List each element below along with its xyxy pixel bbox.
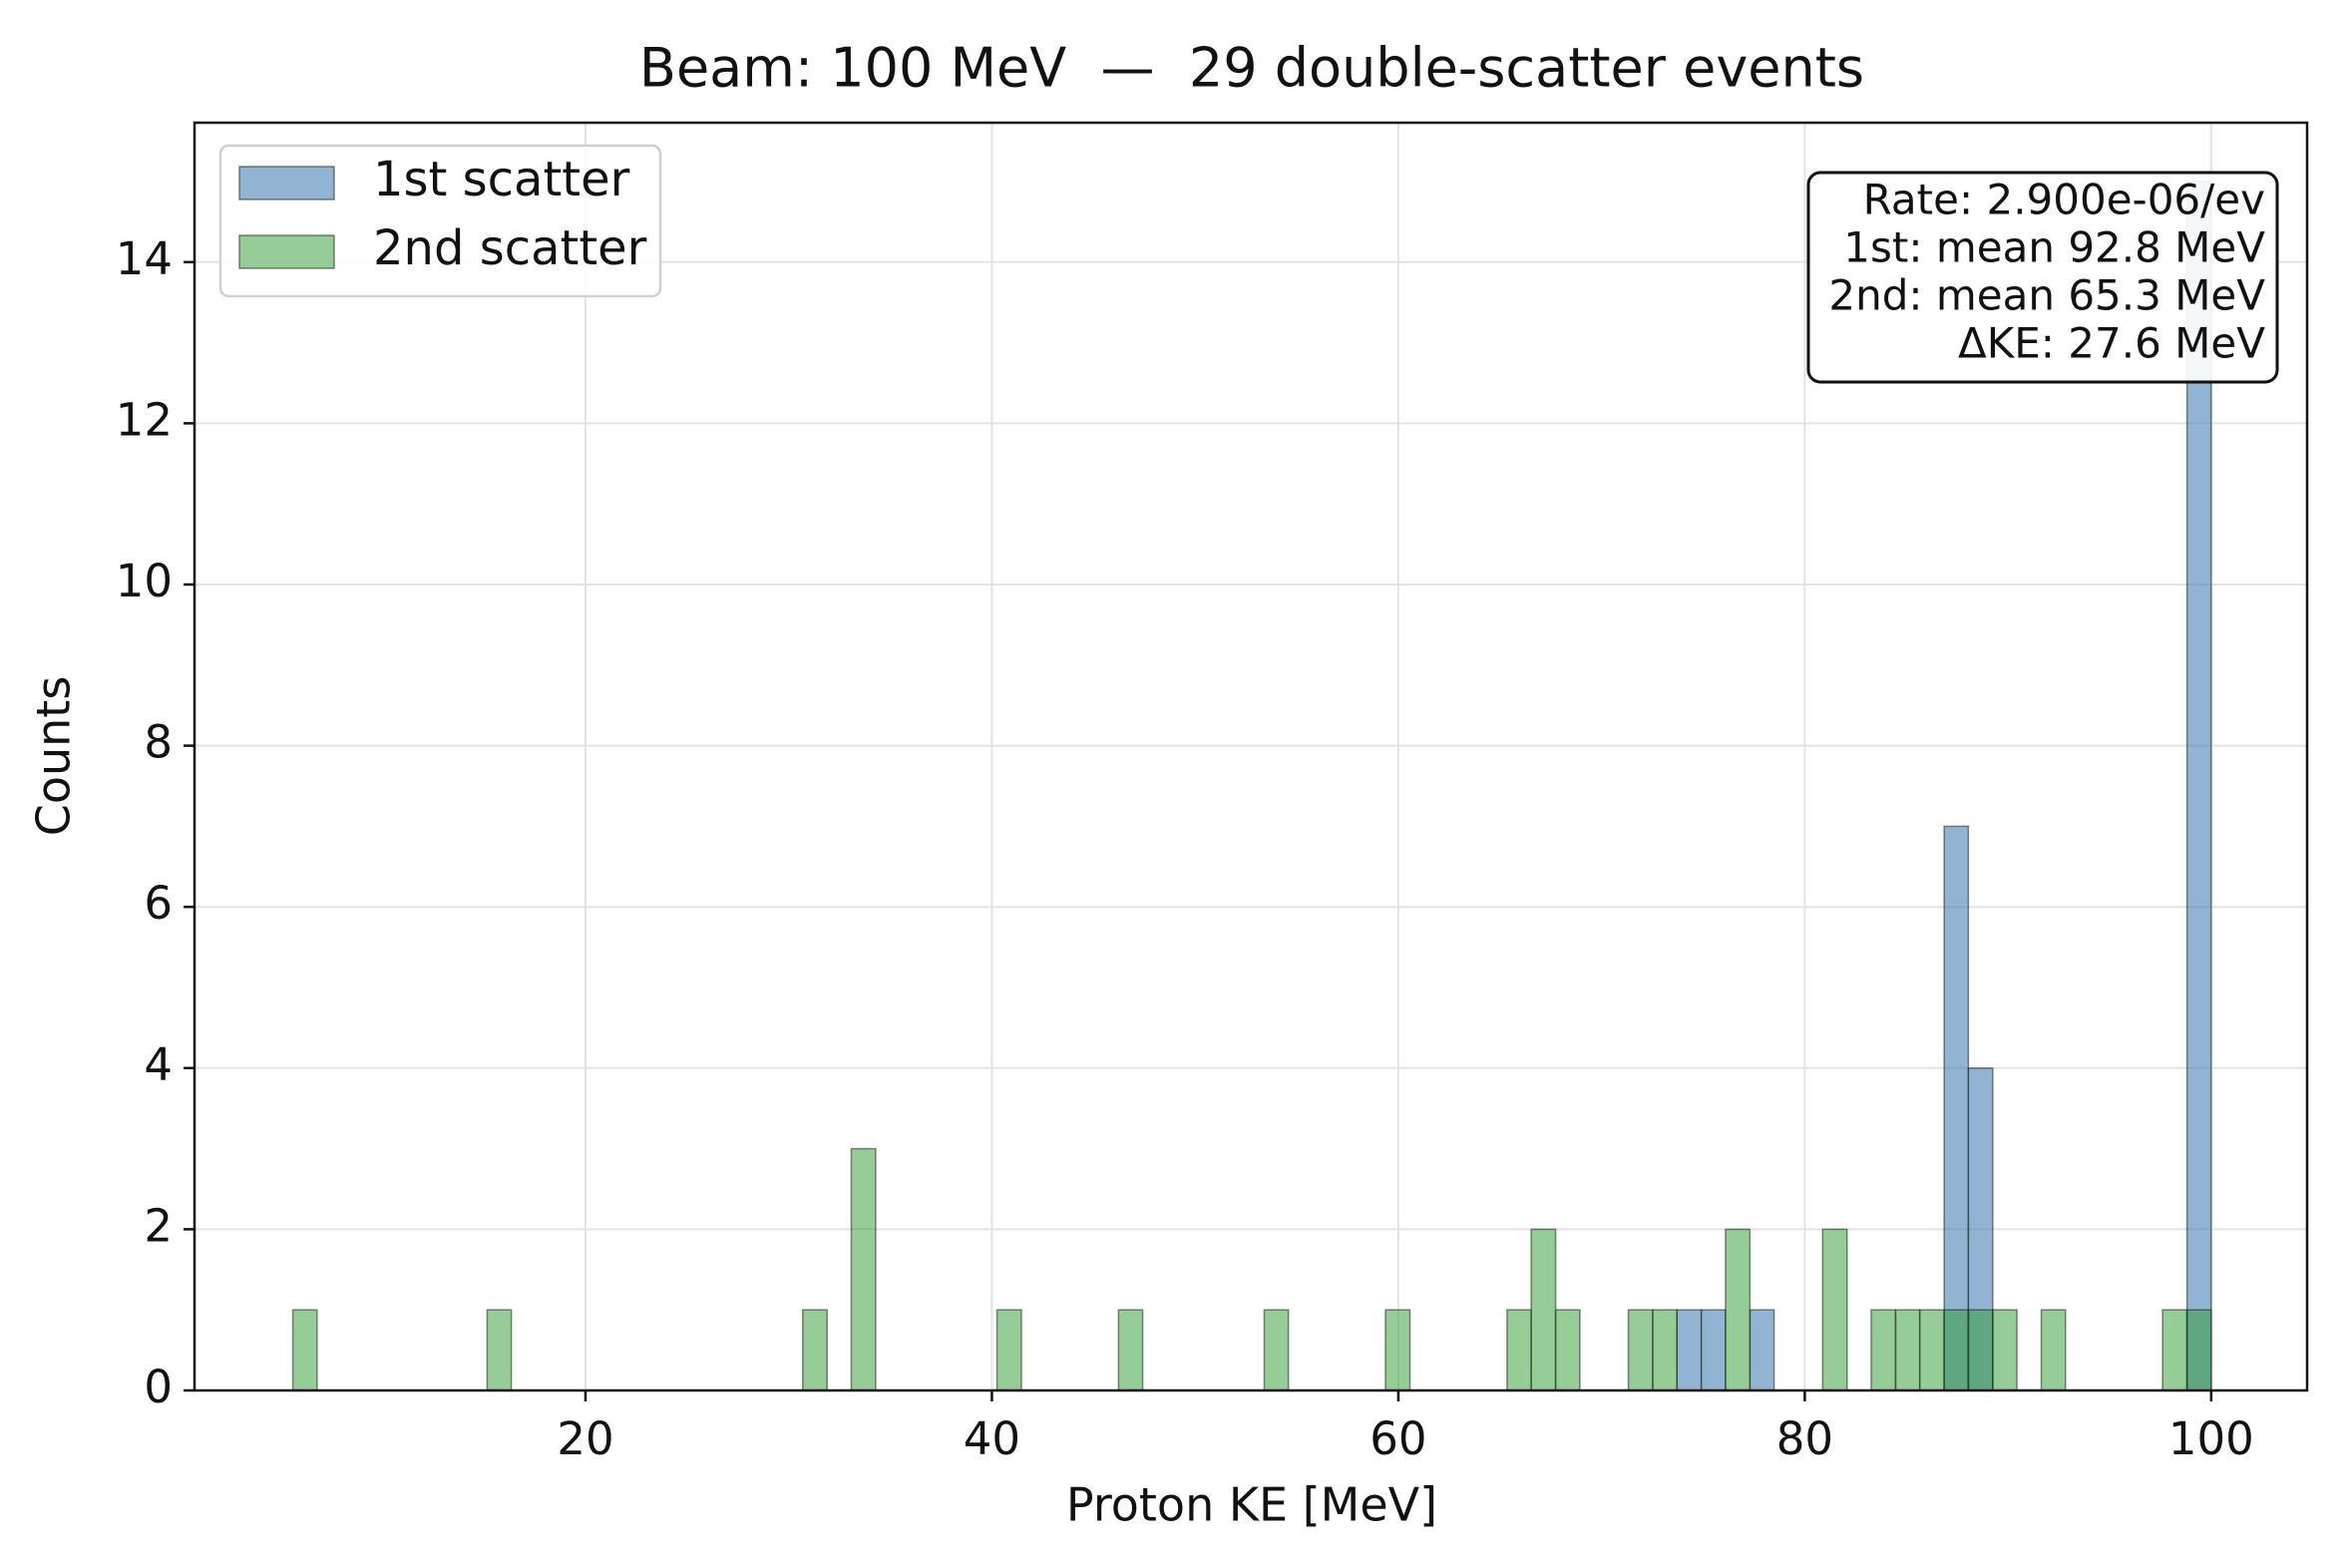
histogram-bar	[1943, 825, 1970, 1391]
annotation-text: ΔKE: 27.6 MeV	[1958, 319, 2265, 368]
annotation-text: 1st: mean 92.8 MeV	[1843, 223, 2265, 272]
histogram-bar	[2185, 1309, 2212, 1391]
chart-title: Beam: 100 MeV — 29 double-scatter events	[639, 37, 1864, 100]
histogram-bar	[1918, 1309, 1945, 1391]
y-tick-label: 2	[144, 1199, 173, 1252]
x-tick-label: 40	[964, 1412, 1020, 1465]
y-tick-label: 10	[116, 555, 173, 607]
x-axis-label: Proton KE [MeV]	[1066, 1478, 1437, 1532]
histogram-bar	[1554, 1309, 1581, 1391]
histogram-bar	[1700, 1309, 1727, 1391]
x-tick-label: 80	[1776, 1412, 1833, 1465]
histogram-bar	[1821, 1228, 1848, 1391]
y-tick-label: 14	[116, 232, 173, 285]
annotation-text: 2nd: mean 65.3 MeV	[1828, 271, 2265, 320]
histogram-bar	[1749, 1309, 1775, 1391]
axes-frame	[193, 121, 2309, 1392]
histogram-bar	[802, 1309, 828, 1391]
histogram-bar	[1676, 1309, 1703, 1391]
annotation-text: Rate: 2.900e-06/ev	[1863, 176, 2265, 224]
histogram-bar	[1263, 1309, 1290, 1391]
histogram-bar	[1384, 1309, 1411, 1391]
histogram-bar	[1943, 1309, 1970, 1391]
legend-label: 1st scatter	[373, 152, 630, 207]
x-tick-label: 60	[1370, 1412, 1426, 1465]
y-tick-label: 0	[144, 1361, 173, 1413]
y-axis-label: Counts	[27, 676, 81, 837]
histogram-bar	[1530, 1228, 1557, 1391]
histogram-bar	[1894, 1309, 1921, 1391]
legend-swatch	[238, 234, 335, 269]
histogram-bar	[486, 1309, 513, 1391]
y-tick-label: 4	[144, 1038, 173, 1091]
y-tick-label: 12	[116, 393, 173, 446]
histogram-bar	[1725, 1228, 1752, 1391]
histogram-bar	[1870, 1309, 1897, 1391]
y-tick-label: 8	[144, 716, 173, 769]
legend-swatch	[238, 166, 335, 200]
histogram-bar	[2161, 1309, 2188, 1391]
legend-label: 2nd scatter	[373, 220, 647, 276]
histogram-bar	[1967, 1309, 1994, 1391]
y-tick-label: 6	[144, 877, 173, 930]
legend: 1st scatter 2nd scatter	[218, 144, 662, 298]
annotation-box	[1806, 171, 2279, 384]
histogram-bar	[850, 1147, 877, 1391]
histogram-bar	[1506, 1309, 1532, 1391]
histogram-bar	[1652, 1309, 1678, 1391]
histogram-bar	[1627, 1309, 1654, 1391]
histogram-bar	[2040, 1309, 2067, 1391]
histogram-bar	[1117, 1309, 1144, 1391]
histogram-bar	[995, 1309, 1022, 1391]
x-tick-label: 100	[2168, 1412, 2254, 1465]
histogram-bar	[1992, 1309, 2018, 1391]
histogram-bar	[291, 1309, 318, 1391]
x-tick-label: 20	[557, 1412, 613, 1465]
